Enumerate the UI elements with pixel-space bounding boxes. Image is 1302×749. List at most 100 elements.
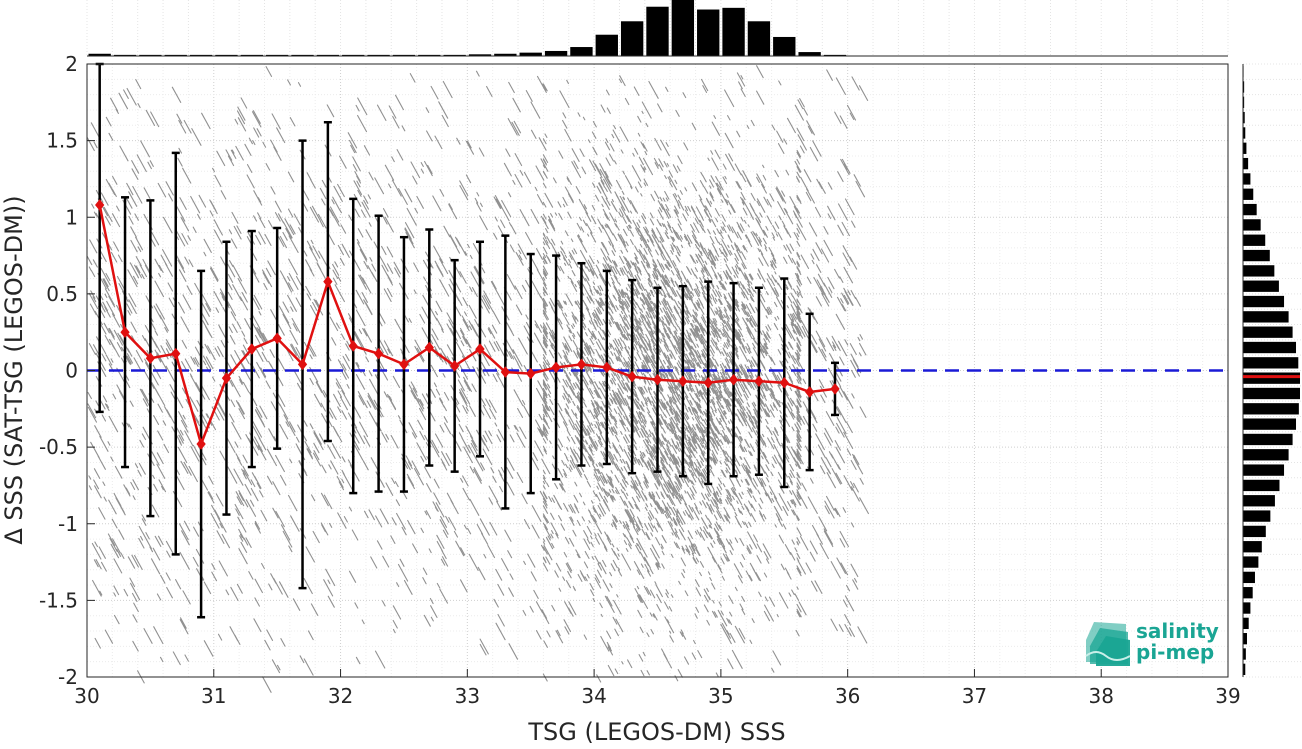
right-hist-bar (1243, 280, 1279, 292)
mean-point (551, 361, 561, 374)
y-axis-label: Δ SSS (SAT-TSG (LEGOS-DM)) (0, 195, 28, 544)
top-hist-bar (139, 54, 162, 56)
top-hist-bar (113, 54, 137, 56)
right-hist-bar (1243, 142, 1247, 154)
scatter-cloud (86, 65, 869, 693)
mean-point (120, 326, 130, 338)
x-tick-label: 36 (835, 684, 860, 708)
right-hist-bar (1243, 479, 1280, 492)
right-hist-bar (1243, 449, 1289, 461)
mean-point (830, 383, 840, 395)
right-hist-bar (1243, 249, 1270, 262)
y-tick-labels: -2 -1.5 -1 -0.5 0 0.5 1 1.5 2 (39, 52, 95, 689)
x-tick-labels: 30 31 32 33 34 35 36 37 38 39 (74, 669, 1241, 708)
mean-point (450, 360, 460, 372)
y-tick-label: -1 (58, 512, 78, 536)
mean-point (247, 343, 257, 355)
top-hist-bar (595, 34, 618, 56)
right-hist-bar (1243, 602, 1251, 614)
right-hist-bar (1243, 234, 1266, 246)
right-hist-bar (1243, 372, 1300, 384)
right-hist-bar (1243, 541, 1262, 553)
top-hist-bar (798, 52, 821, 56)
x-tick-label: 32 (328, 684, 353, 708)
mean-point (95, 199, 105, 211)
right-hist-bar (1243, 111, 1245, 124)
mean-point (500, 366, 511, 378)
right-histogram-grid (1243, 63, 1302, 678)
x-tick-label: 34 (581, 684, 606, 708)
top-hist-bar (494, 53, 517, 56)
right-hist-bar (1243, 326, 1293, 338)
right-hist-bar (1243, 188, 1254, 200)
top-hist-bar (215, 54, 238, 56)
right-histogram (1243, 66, 1300, 675)
y-tick-label: 1 (65, 205, 78, 229)
mean-point (171, 347, 181, 360)
mean-point (221, 372, 232, 384)
right-hist-bar (1243, 525, 1266, 538)
x-tick-label: 39 (1215, 684, 1240, 708)
x-tick-label: 30 (74, 684, 99, 708)
right-hist-bar (1243, 617, 1249, 630)
right-hist-bar (1243, 295, 1285, 308)
top-hist-bar (671, 0, 695, 56)
y-tick-label: -0.5 (39, 435, 78, 459)
right-hist-bar (1243, 173, 1251, 185)
right-hist-bar (1243, 96, 1245, 108)
right-hist-bar (1243, 127, 1246, 139)
mean-point (703, 376, 713, 389)
right-hist-bar (1243, 633, 1247, 645)
logo-wave-icon (1085, 622, 1131, 666)
mean-point (804, 386, 815, 398)
mean-point (348, 340, 358, 352)
y-tick-label: 2 (65, 52, 78, 76)
mean-point (373, 347, 384, 360)
top-hist-bar (697, 9, 720, 56)
top-hist-bar (240, 54, 263, 56)
right-hist-bar (1243, 648, 1246, 660)
right-hist-bar (1243, 311, 1289, 323)
x-tick-label: 38 (1088, 684, 1113, 708)
x-axis-label: TSG (LEGOS-DM) SSS (527, 718, 785, 745)
mean-point (475, 343, 485, 355)
right-hist-bar (1243, 556, 1259, 568)
top-hist-bar (367, 54, 390, 56)
right-hist-bar (1243, 464, 1285, 476)
top-hist-bar (519, 52, 542, 56)
top-hist-bar (88, 53, 111, 56)
top-hist-bar (265, 54, 289, 56)
mean-point (424, 341, 434, 354)
top-hist-bar (823, 54, 847, 56)
mean-point (145, 352, 156, 365)
logo-line1: salinity (1136, 619, 1219, 643)
top-hist-bar (291, 54, 314, 56)
right-hist-bar (1243, 157, 1249, 170)
top-histogram (88, 0, 847, 57)
right-hist-bar (1243, 81, 1245, 93)
top-hist-bar (646, 6, 669, 56)
right-hist-bar (1243, 387, 1300, 400)
x-tick-label: 37 (962, 684, 987, 708)
logo-line2: pi-mep (1136, 640, 1214, 664)
y-tick-label: 0.5 (46, 282, 78, 306)
right-hist-bar (1243, 203, 1257, 216)
mean-point (779, 376, 789, 389)
y-tick-label: 0 (65, 359, 78, 383)
mean-point (297, 358, 308, 371)
top-hist-bar (164, 54, 187, 56)
x-tick-label: 35 (708, 684, 733, 708)
top-hist-bar (392, 54, 416, 56)
top-hist-bar (620, 21, 644, 57)
top-hist-bar (544, 50, 568, 56)
top-hist-bar (773, 36, 796, 56)
mean-point (652, 373, 663, 386)
right-hist-bar (1243, 403, 1299, 415)
x-tick-label: 31 (201, 684, 226, 708)
mean-point (728, 373, 739, 386)
right-hist-bar (1243, 663, 1246, 675)
top-hist-bar (468, 54, 492, 56)
mean-point (272, 332, 282, 345)
